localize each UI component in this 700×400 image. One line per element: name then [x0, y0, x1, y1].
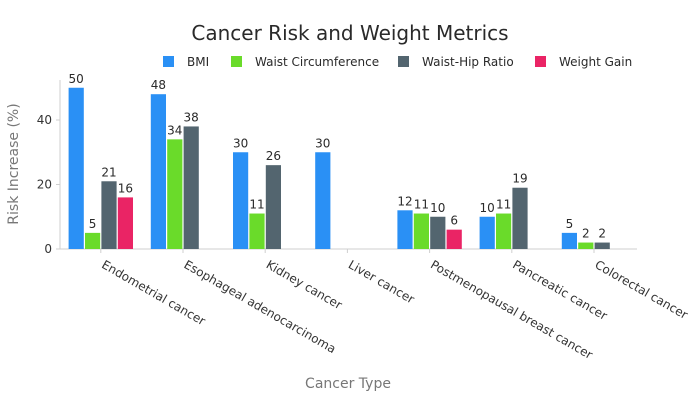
data-label: 10	[480, 201, 495, 215]
data-label: 2	[598, 227, 606, 241]
data-label: 38	[184, 110, 199, 124]
legend-label: Weight Gain	[559, 55, 632, 69]
x-tick-label: Esophageal adenocarcinoma	[182, 257, 339, 356]
data-label: 34	[167, 123, 182, 137]
data-label: 10	[430, 201, 445, 215]
bar	[594, 242, 610, 249]
data-label: 6	[450, 214, 458, 228]
legend-item[interactable]: Waist-Hip Ratio	[398, 55, 514, 69]
bar	[249, 213, 265, 249]
data-label: 11	[496, 198, 511, 212]
data-label: 2	[582, 227, 590, 241]
data-label: 11	[414, 198, 429, 212]
x-tick-label: Liver cancer	[346, 257, 417, 306]
data-label: 50	[69, 72, 84, 86]
bar	[101, 181, 117, 249]
data-label: 30	[233, 136, 248, 150]
bar	[117, 197, 133, 249]
data-label: 11	[249, 198, 264, 212]
chart-title: Cancer Risk and Weight Metrics	[191, 21, 508, 45]
bar	[430, 216, 446, 249]
data-label: 12	[397, 194, 412, 208]
legend: BMI Waist Circumference Waist-Hip Ratio Wei…	[163, 55, 632, 69]
legend-label: Waist Circumference	[255, 55, 379, 69]
y-axis-label: Risk Increase (%)	[6, 103, 22, 224]
legend-item[interactable]: Weight Gain	[535, 55, 632, 69]
bar	[85, 232, 101, 249]
bar	[233, 152, 249, 249]
legend-swatch	[535, 56, 546, 67]
data-label: 19	[512, 172, 527, 186]
bar	[578, 242, 594, 249]
bar	[446, 229, 462, 249]
x-tick-label: Postmenopausal breast cancer	[428, 257, 595, 362]
bar	[496, 213, 512, 249]
bar	[397, 210, 413, 249]
legend-swatch	[163, 56, 174, 67]
bar	[479, 216, 495, 249]
data-label: 48	[151, 78, 166, 92]
bar	[265, 165, 281, 249]
bar	[68, 87, 84, 249]
bars	[68, 87, 610, 249]
y-tick-label: 0	[44, 242, 52, 256]
legend-swatch	[398, 56, 409, 67]
legend-item[interactable]: BMI	[163, 55, 209, 69]
data-labels: 50 48 30 30 12 10 5 5 34 11 11 11 2 21 38 26 10 19 2 16 6	[69, 72, 606, 241]
data-label: 16	[118, 181, 133, 195]
data-label: 21	[101, 165, 116, 179]
bar	[315, 152, 331, 249]
data-label: 30	[315, 136, 330, 150]
bar	[150, 94, 166, 249]
legend-item[interactable]: Waist Circumference	[231, 55, 379, 69]
bar	[413, 213, 429, 249]
y-ticks: 0 20 40	[37, 113, 60, 256]
x-tick-label: Kidney cancer	[264, 257, 345, 312]
y-tick-label: 40	[37, 113, 52, 127]
legend-label: BMI	[187, 55, 209, 69]
bar	[561, 232, 577, 249]
data-label: 5	[89, 217, 97, 231]
legend-label: Waist-Hip Ratio	[422, 55, 514, 69]
x-axis-label: Cancer Type	[305, 376, 391, 392]
bar	[183, 126, 199, 249]
y-tick-label: 20	[37, 178, 52, 192]
data-label: 26	[266, 149, 281, 163]
bar	[512, 187, 528, 249]
data-label: 5	[566, 217, 574, 231]
bar	[167, 139, 183, 249]
legend-swatch	[231, 56, 242, 67]
